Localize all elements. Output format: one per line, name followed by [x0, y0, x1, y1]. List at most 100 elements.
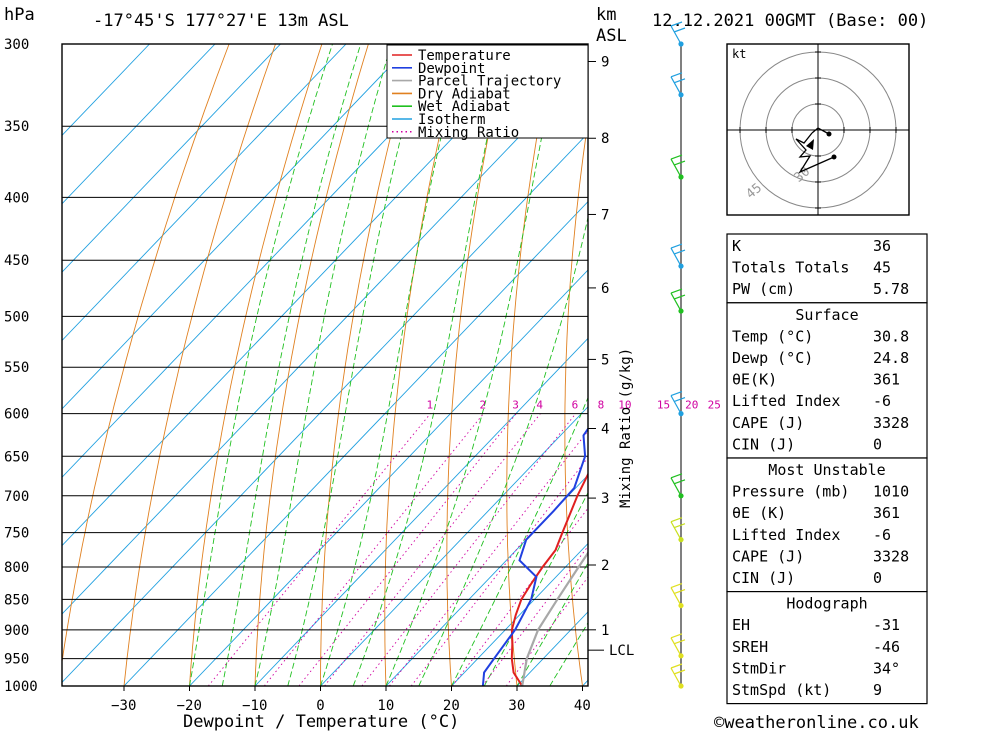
mixing-ratio-line: [298, 413, 517, 686]
profiles: [481, 427, 588, 686]
pressure-tick-label: 700: [4, 489, 29, 505]
mixing-ratio-labels: 1 2 3 4 6 8 10 15 20 25: [426, 399, 720, 412]
hodograph-trace: [795, 132, 835, 174]
table-box: [726, 302, 928, 459]
table-row-label: SREH: [732, 638, 768, 656]
datetime-title: 12.12.2021 00GMT (Base: 00): [652, 11, 928, 31]
table-row-label: CAPE (J): [732, 414, 804, 432]
mixing-ratio-label: 1: [426, 399, 433, 412]
storm-motion-arrow: [806, 139, 814, 150]
mixing-ratio-line: [410, 456, 588, 686]
mixing-ratio-label: 10: [618, 399, 631, 412]
pressure-tick-label: 450: [4, 253, 29, 269]
plot-frame: [61, 43, 589, 687]
temperature-tick-label: 20: [443, 698, 460, 714]
copyright-text: ©weatheronline.co.uk: [714, 713, 919, 733]
km-tick-label: 9: [601, 54, 609, 70]
isotherm-line: [451, 542, 588, 686]
wet-adiabat-line: [287, 44, 426, 686]
table-row-label: Temp (°C): [732, 327, 813, 345]
isotherm-line: [320, 406, 588, 686]
mixing-ratio-label: 2: [479, 399, 486, 412]
table-row-value: -31: [873, 616, 900, 634]
dry-adiabat-line: [123, 44, 276, 686]
km-tick-label: 4: [601, 422, 609, 438]
temperature-tick-label: −20: [177, 698, 202, 714]
table-row-label: K: [732, 237, 741, 255]
mixing-ratio-line: [324, 413, 541, 686]
temperature-tick-label: −10: [242, 698, 267, 714]
table-row-value: 361: [873, 371, 900, 389]
temperature-tick-label: 0: [316, 698, 324, 714]
wind-barb: [670, 473, 686, 499]
table-box: [726, 590, 928, 705]
dry-adiabat-line: [62, 44, 230, 665]
x-axis-label: Dewpoint / Temperature (°C): [183, 712, 459, 732]
table-row-label: CIN (J): [732, 435, 795, 453]
legend-entry-label: Isotherm: [418, 112, 485, 128]
table-row-label: StmSpd (kt): [732, 681, 831, 699]
pressure-tick-label: 950: [4, 652, 29, 668]
table-row-value: 3328: [873, 547, 909, 565]
km-tick-label: 6: [601, 281, 609, 297]
pressure-tick-label: 900: [4, 623, 29, 639]
pressure-tick-label: 550: [4, 360, 29, 376]
table-row-value: 0: [873, 569, 882, 587]
table-row-value: 30.8: [873, 327, 909, 345]
pressure-tick-label: 650: [4, 449, 29, 465]
table-row-value: 3328: [873, 414, 909, 432]
table-row-value: 0: [873, 435, 882, 453]
table-row-label: Lifted Index: [732, 526, 840, 544]
wind-barb: [670, 583, 686, 609]
legend-entry-label: Temperature: [418, 48, 511, 64]
wet-adiabat-line: [516, 562, 588, 686]
wind-barb-column: [670, 21, 686, 689]
table-row-value: -6: [873, 392, 891, 410]
table-title: Most Unstable: [768, 461, 885, 479]
legend-entry-label: Mixing Ratio: [418, 125, 519, 141]
table-title: Hodograph: [786, 595, 867, 613]
table-row-label: Pressure (mb): [732, 483, 849, 501]
temperature-tick-label: 10: [377, 698, 394, 714]
wind-barb: [670, 154, 686, 180]
isotherm-line: [254, 337, 588, 686]
isotherm-line: [385, 474, 588, 686]
km-axis: 1 2 3 4 5 6 7 8 9 LCL: [588, 54, 634, 659]
wind-barb: [670, 517, 686, 543]
pressure-unit-label: hPa: [4, 5, 35, 25]
km-unit-label: km: [596, 5, 616, 25]
legend-entry-label: Parcel Trajectory: [418, 74, 561, 90]
table-row-label: StmDir: [732, 659, 786, 677]
table-row-label: θE (K): [732, 504, 786, 522]
pressure-tick-label: 500: [4, 309, 29, 325]
table-row-value: 24.8: [873, 349, 909, 367]
lcl-label: LCL: [609, 643, 634, 659]
isotherm-line: [62, 132, 588, 683]
legend-box: [386, 44, 589, 139]
hodograph-point: [831, 154, 837, 160]
km-tick-label: 5: [601, 352, 609, 368]
table-row-value: 9: [873, 681, 882, 699]
table-row-value: 45: [873, 259, 891, 277]
temperature-axis: −30 −20 −10 0 10 20 30 40: [111, 686, 591, 714]
mixing-ratio-label: 4: [536, 399, 543, 412]
wind-barb: [670, 243, 686, 269]
isotherm-line: [62, 44, 216, 205]
pressure-tick-label: 350: [4, 119, 29, 135]
isotherm-line: [123, 201, 588, 686]
wind-barb: [670, 633, 686, 659]
pressure-tick-label: 400: [4, 190, 29, 206]
mixing-ratio-label: 6: [572, 399, 579, 412]
wet-adiabat-line: [254, 44, 392, 686]
mixing-ratio-line: [361, 413, 577, 686]
wind-barb: [670, 72, 686, 98]
table-title: Surface: [795, 306, 858, 324]
table-row-label: Totals Totals: [732, 259, 849, 277]
wet-adiabat-line: [221, 44, 362, 686]
mixing-ratio-label: 20: [685, 399, 698, 412]
temperature-tick-label: −30: [111, 698, 136, 714]
dry-adiabat-line: [972, 44, 1000, 686]
pressure-tick-label: 600: [4, 407, 29, 423]
table-row-label: θE(K): [732, 371, 777, 389]
